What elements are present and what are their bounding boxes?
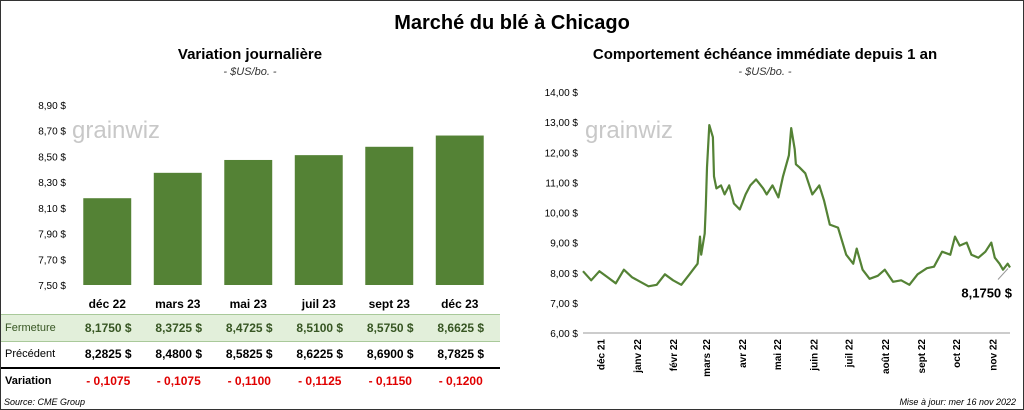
x-tick-label: août 22 — [881, 339, 892, 374]
variation-row: Variation - 0,1075 - 0,1075 - 0,1100 - 0,11… — [1, 369, 500, 393]
x-tick-label: juin 22 — [809, 339, 820, 372]
x-tick-label: sept 23 — [369, 297, 411, 311]
variation-value: - 0,1100 — [227, 374, 271, 388]
y-tick-label: 12,00 $ — [545, 148, 579, 159]
previous-row: Précédent 8,2825 $ 8,4800 $ 8,5825 $ 8,6225… — [1, 341, 500, 369]
variation-value: - 0,1075 — [86, 374, 131, 388]
close-value: 8,3725 $ — [155, 321, 203, 335]
close-value: 8,6625 $ — [437, 321, 485, 335]
y-tick-label: 9,00 $ — [550, 239, 578, 250]
previous-value: 8,6225 $ — [296, 347, 344, 361]
variation-value: - 0,1075 — [156, 374, 201, 388]
y-tick-label: 11,00 $ — [545, 178, 578, 189]
x-tick-label: oct 22 — [952, 339, 963, 368]
close-value: 8,4725 $ — [225, 321, 273, 335]
x-tick-label: mai 22 — [773, 339, 784, 371]
x-tick-label: déc 21 — [597, 339, 608, 371]
previous-value: 8,4800 $ — [155, 347, 203, 361]
x-tick-label: déc 23 — [441, 297, 479, 311]
x-tick-label: juil 23 — [301, 297, 336, 311]
y-tick-label: 8,10 $ — [38, 204, 66, 215]
page-title: Marché du blé à Chicago — [394, 12, 630, 34]
x-tick-label: sept 22 — [917, 339, 928, 374]
right-chart-title: Comportement échéance immédiate depuis 1… — [592, 46, 938, 63]
close-value: 8,5100 $ — [296, 321, 344, 335]
x-tick-label: mars 22 — [702, 339, 713, 377]
variation-row-label: Variation — [5, 375, 52, 387]
series-line — [582, 124, 1011, 288]
bar — [83, 198, 132, 285]
y-tick-label: 13,00 $ — [545, 118, 579, 129]
x-tick-label: nov 22 — [988, 339, 999, 371]
variation-value: - 0,1125 — [298, 374, 342, 388]
update-note: Mise à jour: mer 16 nov 2022 — [899, 397, 1016, 407]
variation-value: - 0,1200 — [438, 374, 483, 388]
y-tick-label: 8,70 $ — [38, 127, 66, 138]
previous-value: 8,6900 $ — [366, 347, 414, 361]
y-tick-label: 7,70 $ — [38, 255, 66, 266]
close-value: 8,1750 $ — [84, 321, 132, 335]
y-tick-label: 14,00 $ — [545, 88, 579, 99]
previous-value: 8,5825 $ — [225, 347, 273, 361]
bar — [294, 155, 343, 285]
left-chart-subtitle: - $US/bo. - — [223, 66, 277, 78]
bar-chart: grainwiz 8,90 $ 8,70 $ 8,50 $ 8,30 $ 8,10 $ 7,… — [38, 101, 484, 311]
right-chart-subtitle: - $US/bo. - — [738, 66, 792, 78]
close-row-label: Fermeture — [5, 322, 56, 334]
bar — [224, 159, 273, 285]
bar — [365, 146, 414, 285]
bar — [435, 135, 484, 285]
x-tick-label: avr 22 — [738, 339, 749, 368]
x-tick-label: mai 23 — [230, 297, 268, 311]
last-value-label: 8,1750 $ — [961, 285, 1012, 300]
x-tick-label: juil 22 — [845, 339, 856, 369]
watermark: grainwiz — [585, 117, 673, 144]
previous-row-label: Précédent — [5, 348, 56, 360]
source-note: Source: CME Group — [4, 397, 86, 407]
previous-value: 8,2825 $ — [84, 347, 132, 361]
y-tick-label: 10,00 $ — [545, 209, 579, 220]
line-chart: grainwiz 14,00 $ 13,00 $ 12,00 $ 11,00 $ 10,0… — [545, 88, 1013, 377]
y-tick-label: 8,50 $ — [38, 152, 66, 163]
callout-leader — [997, 268, 1009, 280]
close-row: Fermeture 8,1750 $ 8,3725 $ 8,4725 $ 8,5100… — [1, 314, 500, 342]
y-tick-label: 8,00 $ — [550, 269, 578, 280]
y-tick-label: 8,90 $ — [38, 101, 66, 112]
y-tick-label: 7,00 $ — [550, 299, 578, 310]
close-value: 8,5750 $ — [366, 321, 414, 335]
previous-value: 8,7825 $ — [437, 347, 485, 361]
y-tick-label: 6,00 $ — [550, 329, 578, 340]
x-tick-label: déc 22 — [89, 297, 127, 311]
x-tick-label: janv 22 — [633, 339, 644, 374]
left-chart-title: Variation journalière — [177, 46, 323, 63]
y-tick-label: 7,90 $ — [38, 230, 66, 241]
variation-value: - 0,1150 — [368, 374, 412, 388]
x-tick-label: mars 23 — [155, 297, 201, 311]
y-tick-label: 8,30 $ — [38, 178, 66, 189]
watermark: grainwiz — [72, 117, 160, 144]
y-tick-label: 7,50 $ — [38, 281, 66, 292]
x-tick-label: févr 22 — [669, 339, 680, 372]
bar — [153, 172, 202, 285]
